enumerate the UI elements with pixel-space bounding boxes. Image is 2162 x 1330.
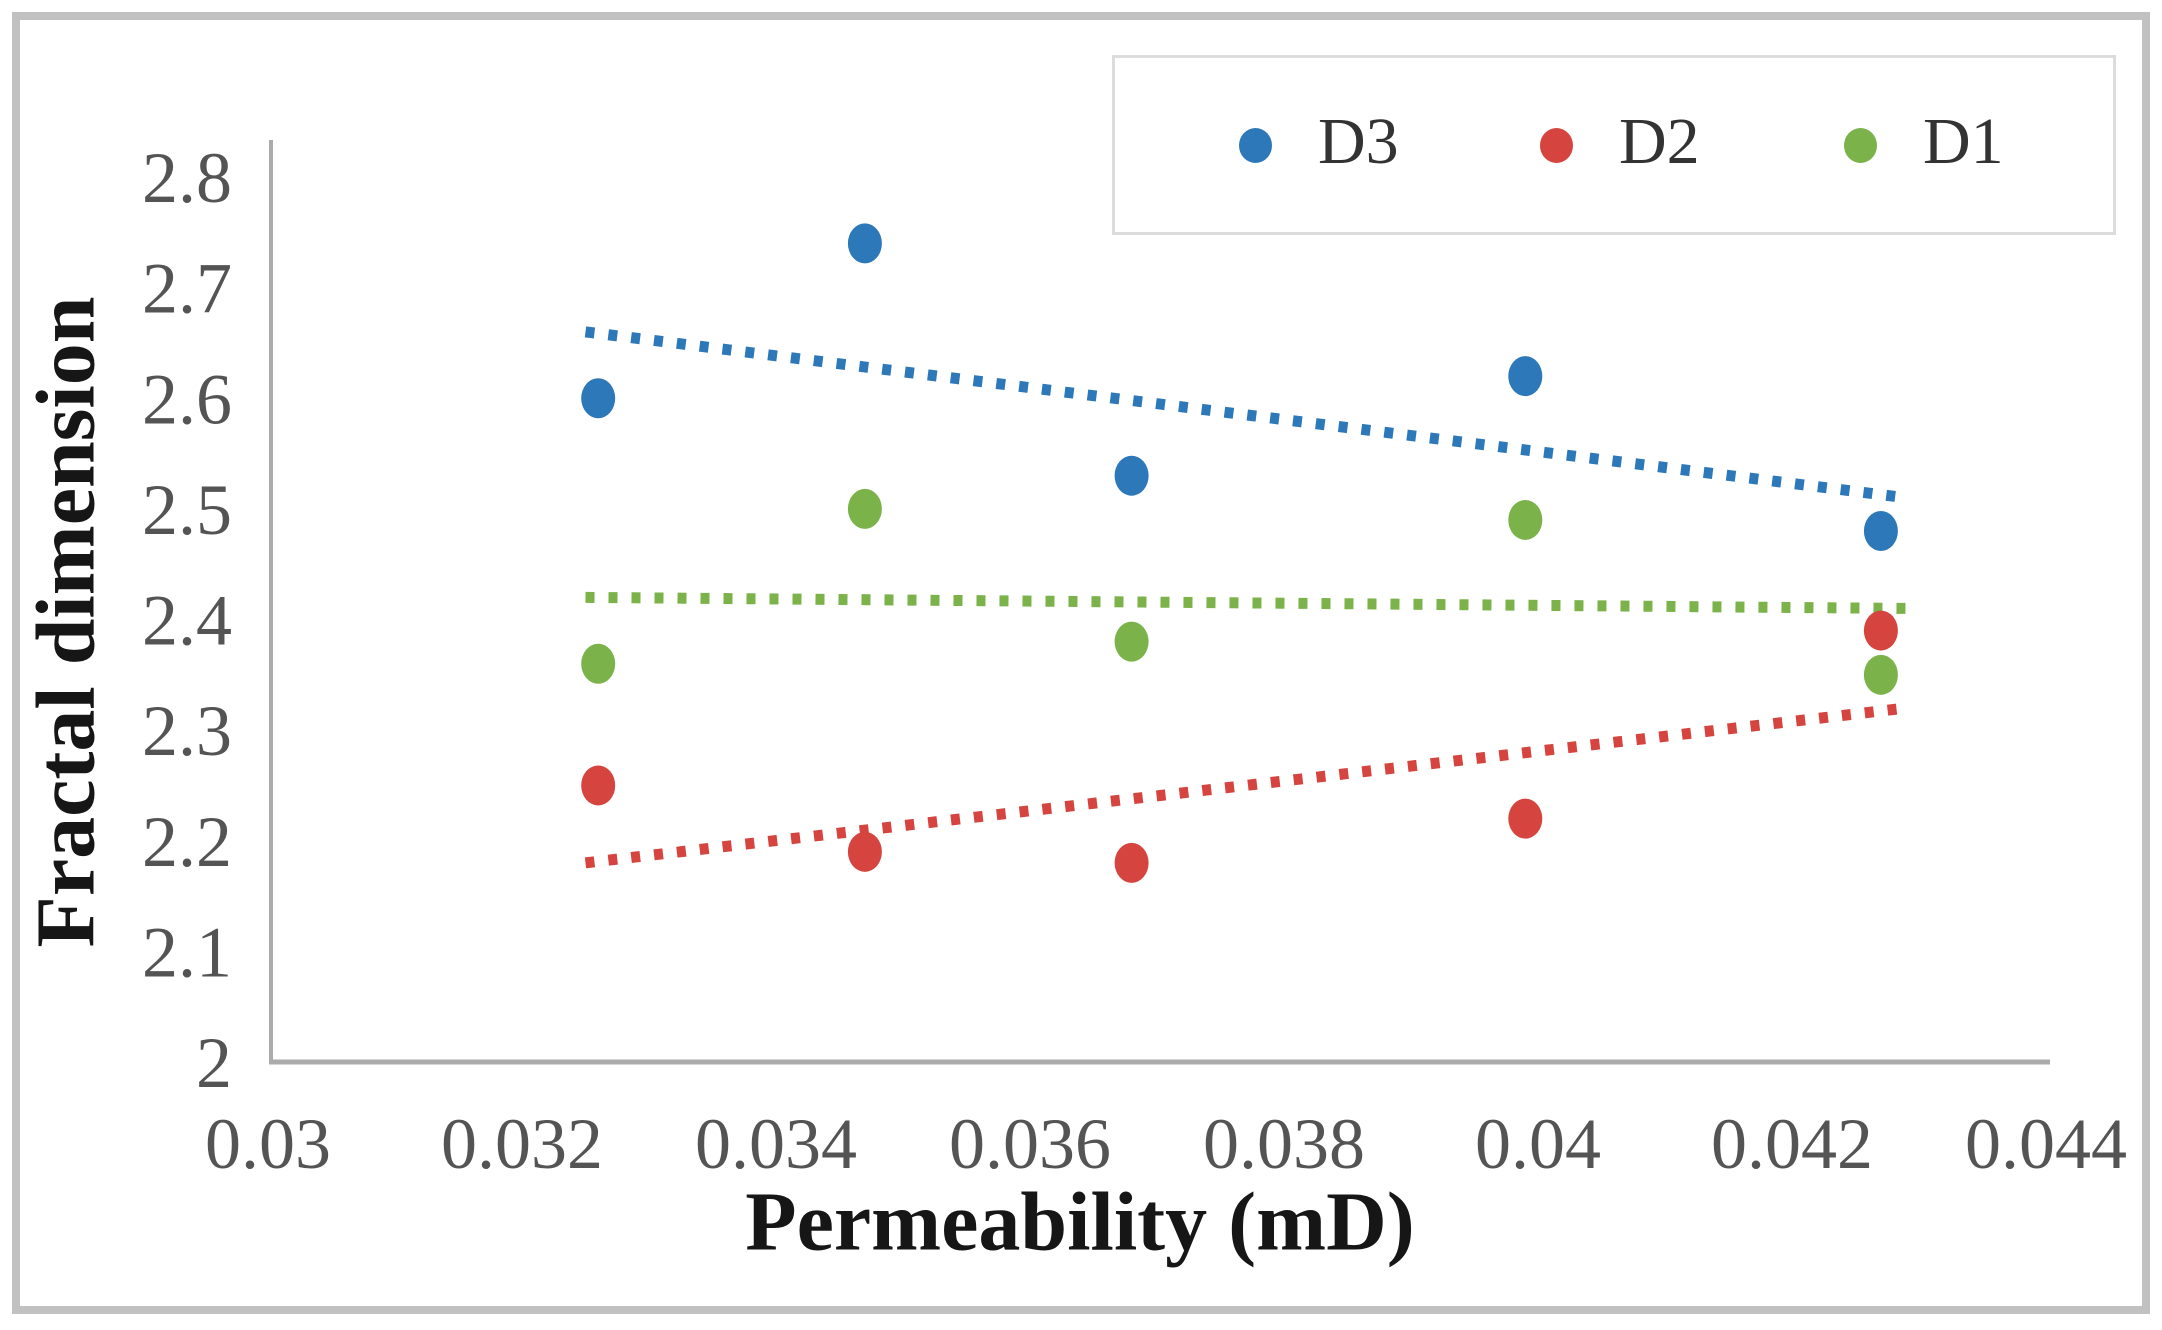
y-tick-label: 2.1	[142, 912, 232, 992]
d1-marker-icon	[1844, 127, 1877, 163]
legend-label-d2: D2	[1619, 105, 1700, 178]
y-tick-label: 2.5	[142, 470, 232, 550]
x-axis-title: Permeability (mD)	[745, 1175, 1415, 1269]
point-d1-2	[847, 488, 882, 529]
x-tick-label: 0.04	[1475, 1104, 1601, 1184]
d2-marker-icon	[1540, 127, 1573, 163]
legend-item-d2: D2	[1540, 58, 1700, 232]
legend-label-d1: D1	[1923, 105, 2004, 178]
point-d2-1	[581, 765, 616, 806]
point-d1-3	[1114, 621, 1149, 662]
y-tick-label: 2.7	[142, 249, 232, 329]
y-tick-label: 2.2	[142, 802, 232, 882]
x-tick-label: 0.042	[1711, 1104, 1873, 1184]
y-tick-label: 2.3	[142, 691, 232, 771]
x-tick-label: 0.03	[205, 1104, 331, 1184]
figure-border	[12, 12, 2150, 1314]
point-d1-4	[1508, 499, 1543, 540]
x-tick-label: 0.038	[1203, 1104, 1365, 1184]
point-d2-3	[1114, 842, 1149, 883]
point-d2-4	[1508, 798, 1543, 839]
x-tick-label: 0.036	[949, 1104, 1111, 1184]
legend: D3 D2 D1	[1112, 55, 2116, 235]
x-tick-label: 0.044	[1965, 1104, 2127, 1184]
y-tick-label: 2	[196, 1023, 232, 1103]
legend-item-d3: D3	[1239, 58, 1399, 232]
trendline-d2	[584, 702, 1907, 869]
trendline-d3	[584, 326, 1907, 504]
point-d3-1	[581, 378, 616, 419]
x-tick-label: 0.034	[695, 1104, 857, 1184]
point-d3-4	[1508, 356, 1543, 397]
y-axis-title: Fractal dimension	[19, 296, 113, 948]
point-d2-5	[1863, 610, 1898, 651]
trendline-d1	[585, 591, 1907, 614]
y-tick-label: 2.4	[142, 581, 232, 661]
point-d3-3	[1114, 455, 1149, 496]
point-d1-1	[581, 643, 616, 684]
y-tick-label: 2.6	[142, 359, 232, 439]
y-tick-label: 2.8	[142, 138, 232, 218]
point-d2-2	[847, 831, 882, 872]
point-d1-5	[1863, 654, 1898, 695]
point-d3-2	[847, 223, 882, 264]
legend-item-d1: D1	[1844, 58, 2004, 232]
legend-label-d3: D3	[1318, 105, 1399, 178]
d3-marker-icon	[1239, 127, 1272, 163]
point-d3-5	[1863, 511, 1898, 551]
x-tick-label: 0.032	[441, 1104, 603, 1184]
